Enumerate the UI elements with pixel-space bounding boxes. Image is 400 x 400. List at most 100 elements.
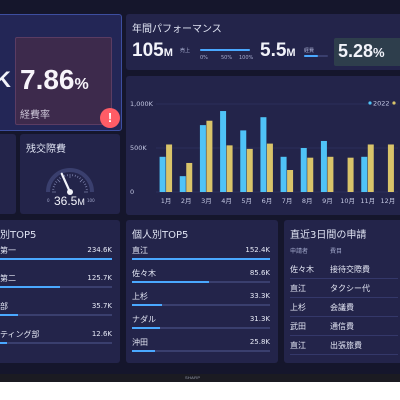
persons-row-track [132,350,270,352]
sales-progress-bar [200,49,250,51]
departments-row-value: 125.7K [87,274,112,282]
chart-bar[interactable] [320,140,327,192]
departments-row-label: 第一 [0,246,16,255]
sales-mini-label-100: 100% [239,55,254,61]
chart-bar[interactable] [287,170,294,192]
persons-row-bar [132,350,156,352]
gauge-tick [59,177,61,180]
gauge-chart: 0 100 [46,168,95,203]
expense-progress-bar [304,55,319,57]
chart-xtick-label: 10月 [340,197,355,205]
gauge-min-label: 0 [47,198,50,203]
chart-bar[interactable] [327,156,334,192]
persons-row-label: 佐々木 [132,269,156,278]
request-divider [290,354,398,355]
kpi-left-suffix: K [0,67,11,92]
chart-legend-label: 2022 [373,100,390,108]
gauge-max-label: 100 [87,198,95,203]
persons-row-bar [132,304,163,306]
gauge-tick [57,179,61,183]
persons-row-value: 152.4K [245,246,270,254]
annual-title: 年間パフォーマンス [132,24,222,35]
sales-mini-label-0: 0% [200,55,208,61]
monthly-chart-panel: 0 500K 1,000K 1月 2月 3月 4月 5月 6月 7月 8月 9月 10月 11月 12月 20… [126,76,400,215]
chart-ytick-label: 0 [130,188,134,196]
chart-bar[interactable] [260,117,267,192]
chart-bar[interactable] [206,120,213,192]
request-category: タクシー代 [330,284,370,293]
request-applicant: 直江 [290,284,306,293]
monthly-bar-chart: 0 500K 1,000K 1月 2月 3月 4月 5月 6月 7月 8月 9月 10月 11月 12月 20… [130,100,398,205]
annual-performance-panel: 年間パフォーマンス 105M 売上 0% 50% 100% 5.5M 経費 5.… [126,14,400,70]
departments-row-bar [0,258,112,260]
sales-mini-label-50: 50% [221,55,233,61]
departments-row-track [0,342,112,344]
chart-bar[interactable] [240,130,247,192]
chart-ytick-label: 500K [130,144,147,152]
gauge-tick [79,179,83,183]
gauge-tick [55,181,58,183]
recent-requests-panel: 直近3日間の申請 申請者 費目 佐々木 接待交際費 直江 タクシー代 上杉 会議費 武田 通信… [284,220,400,363]
chart-bar[interactable] [300,148,307,192]
alert-icon[interactable]: ! [100,108,120,128]
chart-legend-marker-2 [392,101,396,105]
chart-xtick-label: 11月 [360,197,375,205]
chart-ytick-label: 1,000K [130,100,154,108]
chart-bar[interactable] [266,143,273,192]
monitor-bezel [0,374,400,382]
request-divider [290,316,398,317]
chart-bar[interactable] [186,162,193,192]
request-category: 接待交際費 [330,265,370,274]
person-top5-panel: 個人別TOP5 直江 152.4K 佐々木 85.6K 上杉 33.3K ナダル 31.3K 沖… [126,220,278,363]
gauge-tick [53,183,56,186]
gauge-value: 36.5M [54,194,85,208]
gauge-tick [74,174,76,177]
gauge-title: 残交際費 [26,144,66,155]
gauge-needle [60,172,72,194]
chart-xtick-label: 9月 [322,197,333,205]
expense-ratio-card[interactable]: 7.86% 経費率 [15,37,112,125]
gauge-tick [76,175,79,178]
departments-row-bar [0,314,18,316]
chart-xtick-label: 5月 [241,197,252,205]
annual-expense-label: 経費 [304,48,315,54]
chart-bar[interactable] [246,148,253,192]
persons-row-value: 85.6K [249,269,270,277]
request-divider [290,335,398,336]
departments-row-bar [0,342,7,344]
chart-bar[interactable] [280,156,287,192]
persons-row-bar [132,327,160,329]
persons-row-track [132,327,270,329]
gauge-track [46,168,94,193]
chart-xtick-label: 8月 [302,197,313,205]
monitor-brand-logo: SHARP [185,375,201,380]
annual-ratio-tile[interactable]: 5.28% [334,38,400,66]
requests-title: 直近3日間の申請 [290,230,367,241]
gauge-tick [79,177,81,180]
gauge-tick [64,174,66,177]
chart-bar[interactable] [199,125,206,192]
chart-bar[interactable] [367,144,374,192]
chart-bar[interactable] [220,111,227,192]
chart-bar[interactable] [361,156,368,192]
chart-bar[interactable] [226,145,233,192]
chart-bar[interactable] [159,156,166,192]
expense-ratio-value: 7.86% [20,64,89,95]
annual-sales-value: 105M [132,40,173,61]
annual-expense-value: 5.5M [260,40,296,61]
chart-bar[interactable] [307,157,314,192]
chart-bar[interactable] [179,176,186,192]
chart-bar[interactable] [166,144,173,192]
departments-row-value: 35.7K [91,302,112,310]
chart-bar[interactable] [347,157,354,192]
chart-bar[interactable] [387,144,394,192]
gauge-tick [82,181,85,183]
chart-xtick-label: 7月 [282,197,293,205]
request-applicant: 直江 [290,341,306,350]
persons-row-label: ナダル [132,315,156,324]
chart-xtick-label: 1月 [161,197,172,205]
departments-row-label: 第二 [0,274,16,283]
persons-row-value: 25.8K [249,338,270,346]
department-top5-panel: 別TOP5 第一 234.6K 第二 125.7K 部 35.7K ティング部 12.6K [0,220,120,363]
kpi-panel: K 7.86% 経費率 [0,14,122,131]
